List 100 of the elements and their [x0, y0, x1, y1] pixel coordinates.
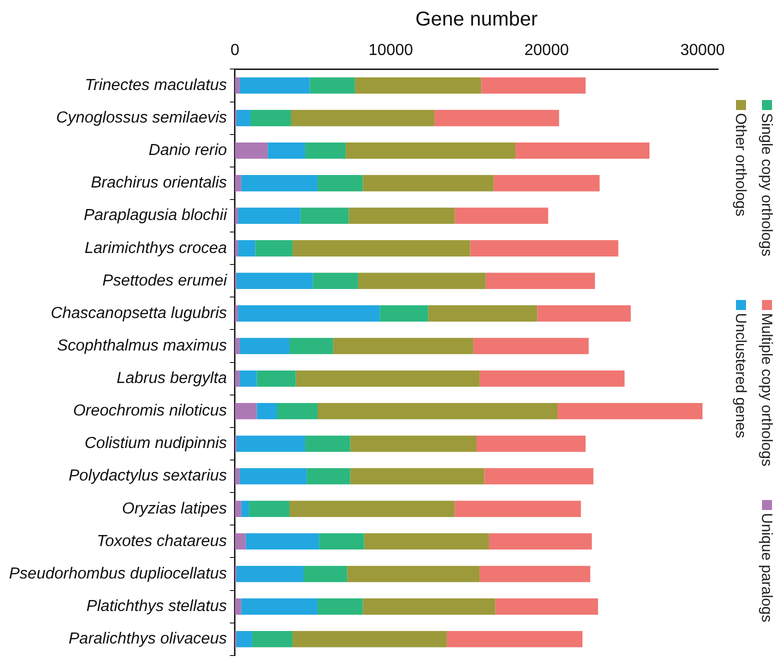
bar — [234, 533, 246, 550]
bar — [241, 500, 249, 517]
y-tick-label: Cynoglossus semilaevis — [56, 110, 227, 127]
bar — [380, 305, 428, 322]
bar — [515, 142, 650, 159]
y-tick-label: Colistium nudipinnis — [84, 435, 227, 452]
y-tick-label: Trinectes maculatus — [84, 76, 227, 94]
bar — [306, 468, 350, 484]
bar — [234, 77, 240, 94]
bar — [234, 370, 240, 387]
bar — [470, 240, 618, 256]
x-tick-label: 0 — [230, 42, 240, 60]
bar — [276, 403, 318, 420]
bar — [454, 500, 581, 517]
y-tick-label: Paraplagusia blochii — [84, 207, 228, 224]
bar — [234, 305, 238, 322]
y-tick-label: Danio rerio — [148, 142, 228, 160]
x-tick-label: 30000 — [680, 42, 725, 60]
bar — [318, 598, 363, 615]
bar — [358, 272, 486, 290]
y-tick-label: Brachirus orientalis — [90, 174, 227, 192]
bar — [312, 272, 358, 290]
bar — [234, 468, 240, 484]
y-tick-label: Paralichthys olivaceus — [68, 630, 227, 648]
bar — [347, 566, 480, 582]
bar — [300, 208, 349, 224]
y-tick-label: Oryzias latipes — [122, 500, 227, 518]
y-tick-label: Toxotes chatareus — [96, 532, 227, 550]
bar — [473, 338, 589, 354]
bar — [238, 208, 300, 224]
bar — [454, 208, 548, 224]
bar — [256, 403, 277, 420]
bar — [241, 598, 318, 615]
bar — [236, 566, 304, 582]
y-tick-label: Psettodes erumei — [102, 272, 228, 290]
bar — [250, 110, 292, 126]
bar — [240, 370, 257, 387]
y-tick-label: Polydactylus sextarius — [68, 468, 227, 485]
bar — [488, 533, 592, 550]
bar — [481, 77, 586, 94]
bar — [446, 630, 582, 648]
bar — [346, 142, 516, 159]
y-tick-label: Platichthys stellatus — [86, 598, 227, 616]
x-tick-label: 20000 — [524, 42, 569, 60]
bar — [234, 598, 242, 615]
bar — [350, 436, 476, 452]
bar — [234, 338, 240, 354]
bar — [236, 110, 250, 126]
bar — [234, 142, 268, 159]
y-tick-label: Pseudorhombus dupliocellatus — [8, 565, 227, 582]
bar — [236, 630, 252, 648]
bar — [292, 630, 447, 648]
bar — [333, 338, 474, 354]
y-tick-label: Labrus bergylta — [116, 370, 228, 388]
bar — [238, 305, 380, 322]
bar — [486, 272, 595, 290]
bar — [484, 468, 594, 484]
legend-label: Unclustered genes — [732, 313, 750, 438]
bar — [558, 403, 702, 420]
bar — [292, 240, 470, 256]
bar — [537, 305, 631, 322]
bar — [234, 500, 242, 517]
bar — [476, 436, 586, 452]
bar — [289, 338, 334, 354]
bar — [255, 240, 293, 256]
legend-label: Multiple copy orthologs — [758, 313, 776, 466]
bar — [318, 175, 363, 192]
x-tick-label: 10000 — [368, 42, 414, 60]
bar — [252, 630, 293, 648]
legend-label: Single copy orthologs — [758, 113, 776, 256]
bar — [240, 338, 290, 354]
bar — [234, 240, 238, 256]
bar — [234, 175, 242, 192]
x-axis-title: Gene number — [415, 8, 538, 31]
legend-label: Other orthologs — [732, 113, 750, 216]
bar — [240, 468, 307, 484]
bar — [236, 436, 306, 452]
bar — [480, 370, 625, 387]
legend-label: Unique paralogs — [758, 513, 776, 622]
bar — [318, 403, 558, 420]
bar — [310, 77, 355, 94]
y-tick-label: Oreochromis niloticus — [73, 402, 227, 420]
y-tick-label: Chascanopsetta lugubris — [50, 304, 227, 322]
bar — [350, 468, 484, 484]
y-tick-label: Scophthalmus maximus — [57, 337, 227, 354]
bar — [234, 403, 257, 420]
bar — [319, 533, 364, 550]
bar — [268, 142, 306, 159]
bar — [238, 240, 256, 256]
bar — [291, 110, 434, 126]
bar — [256, 370, 296, 387]
bar — [364, 533, 489, 550]
bar — [246, 533, 320, 550]
bar — [248, 500, 290, 517]
bar — [236, 272, 313, 290]
bar — [362, 175, 494, 192]
bar — [240, 77, 310, 94]
bar — [362, 598, 496, 615]
bar — [434, 110, 560, 126]
bar — [354, 77, 482, 94]
